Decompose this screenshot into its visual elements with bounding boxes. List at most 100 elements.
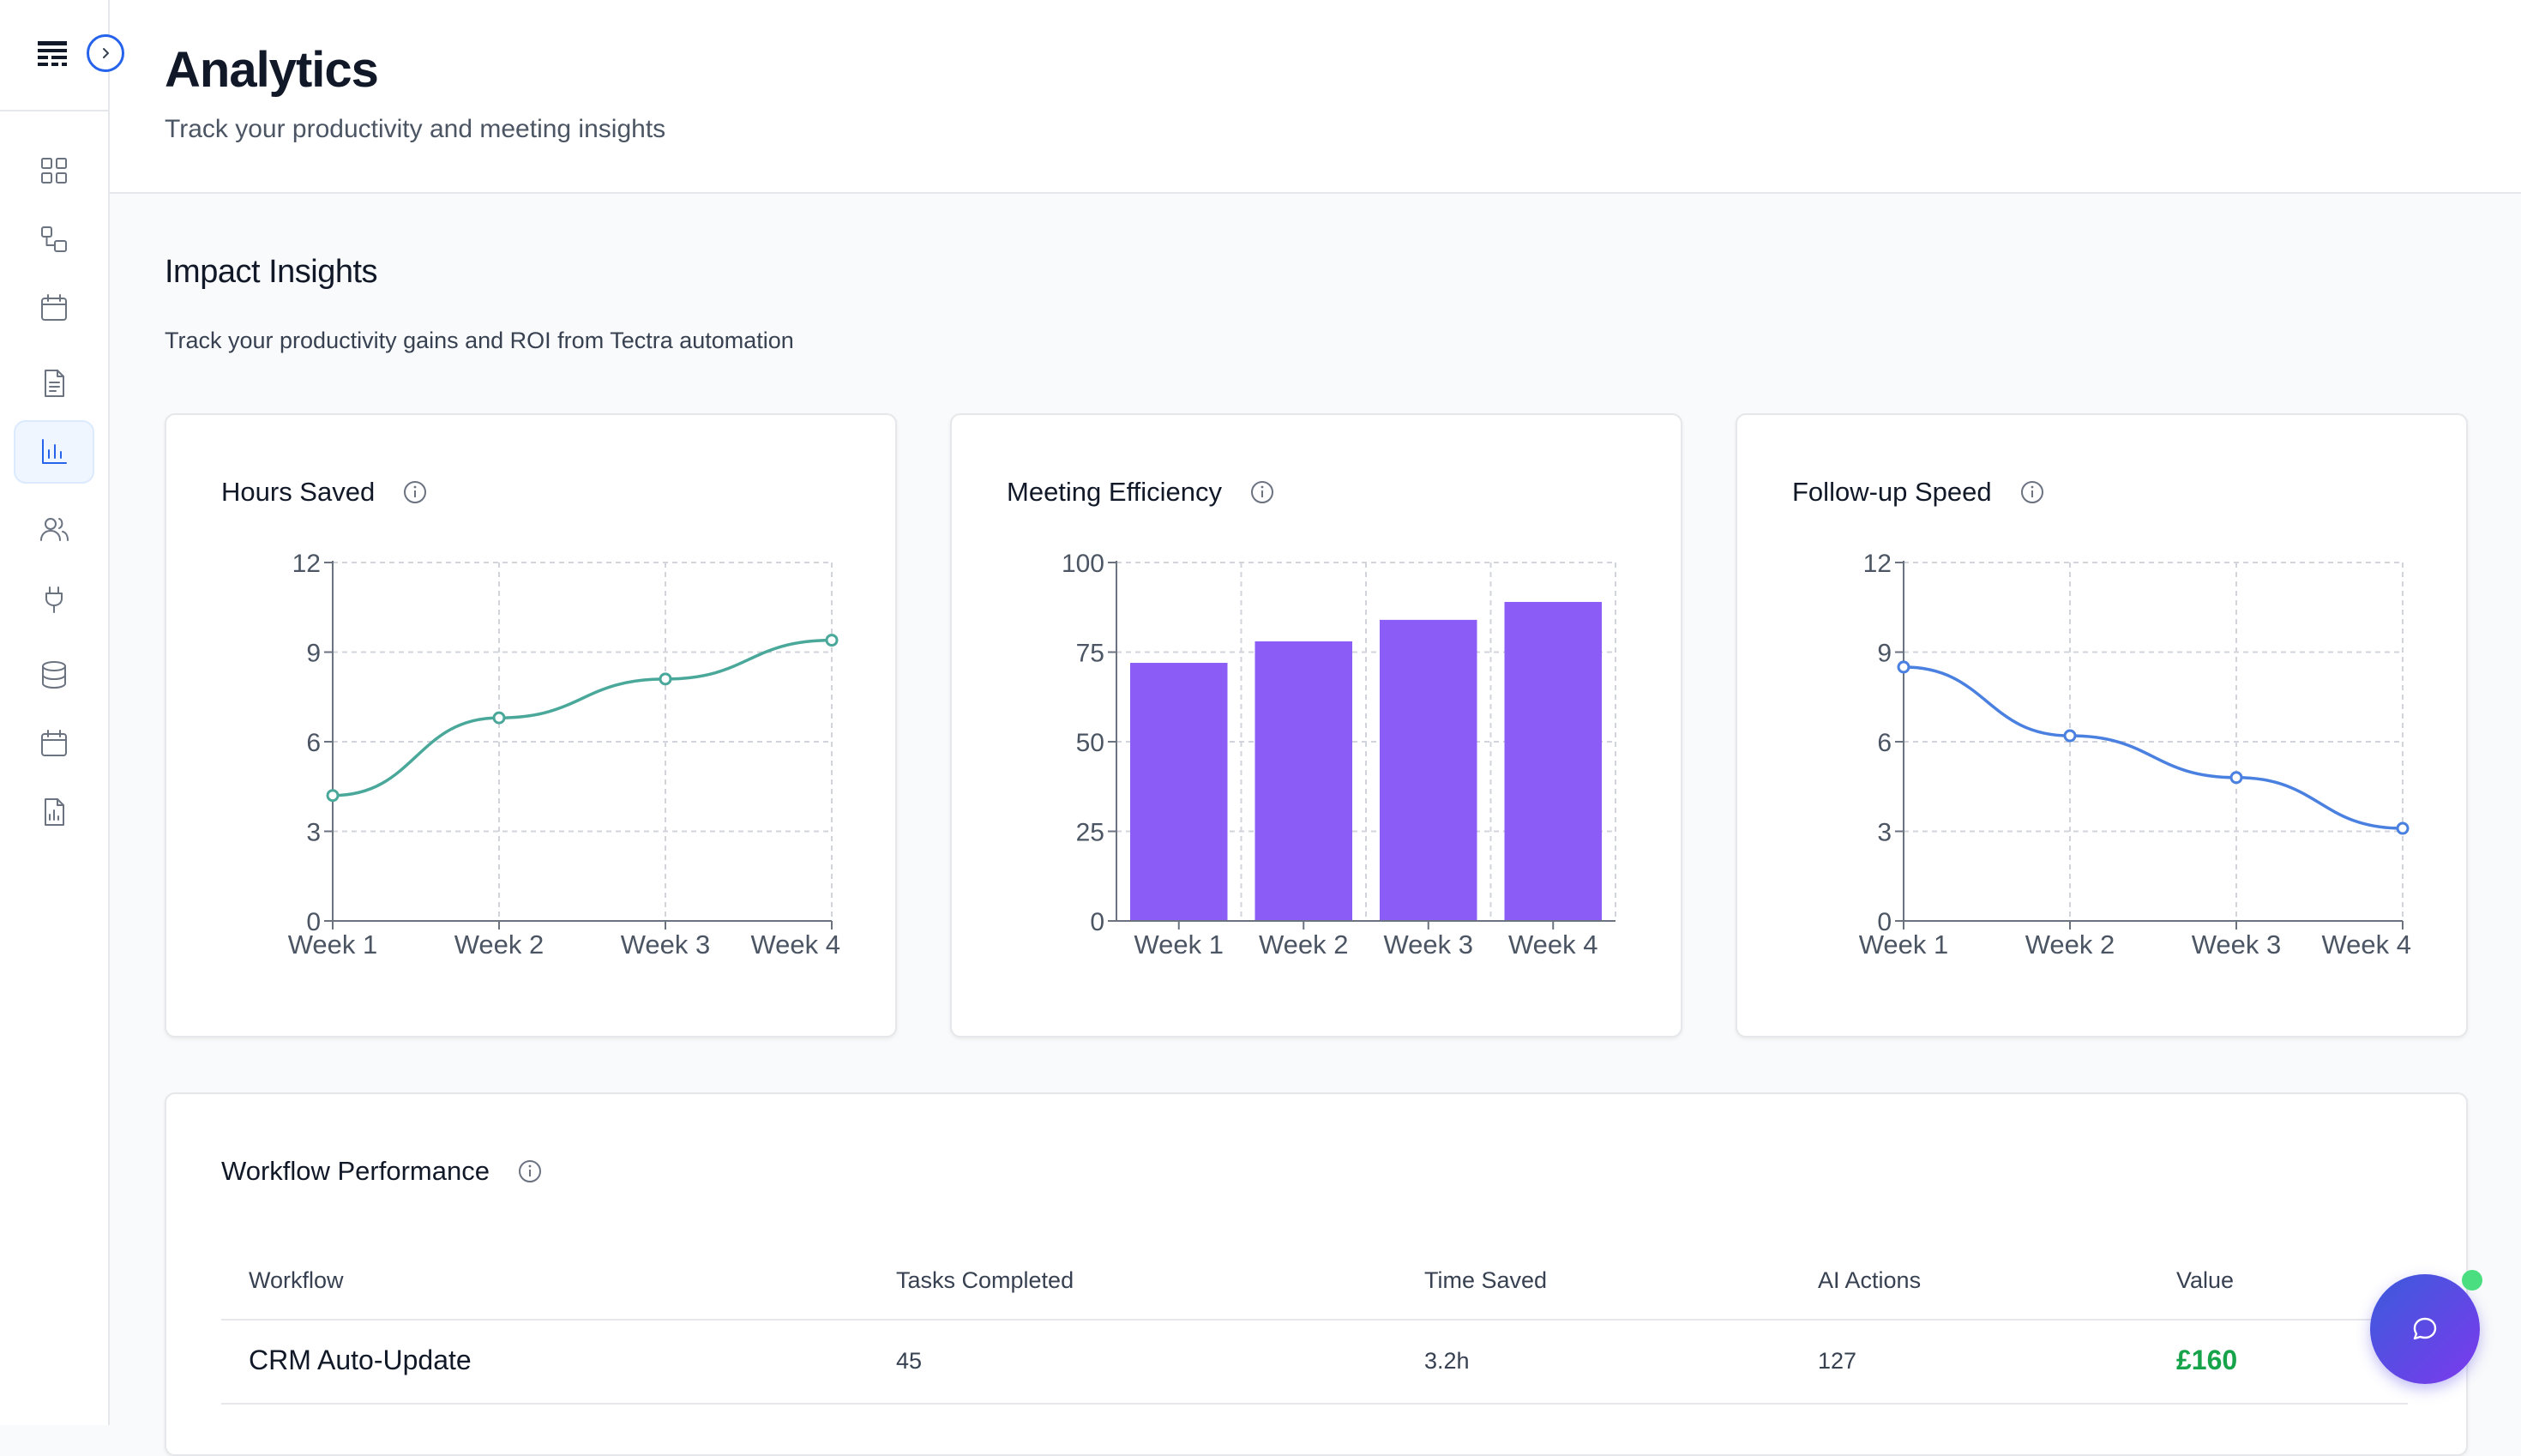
meeting-efficiency-chart: 0 25 50 75 100 Week 1 Week 2 Week 3 Week 4 (1062, 550, 1616, 960)
card-title: Meeting Efficiency (1007, 477, 1275, 508)
x-tick-label: Week 4 (1508, 930, 1598, 960)
x-tick-label: Week 2 (2025, 930, 2115, 960)
sidebar-header (0, 0, 108, 111)
sidebar-toggle-button[interactable] (87, 34, 124, 72)
card-title: Workflow Performance (221, 1156, 543, 1187)
info-icon[interactable] (2019, 479, 2045, 505)
y-tick-label: 12 (1863, 550, 1892, 578)
bar-week-4 (1504, 601, 1602, 921)
data-point-week-2 (2063, 729, 2077, 743)
data-point-week-2 (492, 711, 506, 725)
card-title-label: Workflow Performance (221, 1156, 490, 1186)
info-icon[interactable] (1249, 479, 1275, 505)
x-tick-label: Week 3 (2192, 930, 2282, 960)
hours-saved-card: Hours Saved 0 3 6 9 12 Week 1 Week 2 Week 3 Week… (165, 413, 897, 1038)
chat-button[interactable] (2370, 1274, 2480, 1384)
logo-icon (38, 41, 67, 66)
y-tick-label: 12 (292, 550, 321, 578)
column-header-workflow[interactable]: Workflow (249, 1267, 344, 1293)
online-status-dot (2462, 1270, 2482, 1291)
dashboard-icon (41, 158, 67, 184)
y-tick-label: 6 (1877, 729, 1892, 757)
time-saved: 3.2h (1424, 1348, 1470, 1374)
sidebar-item-users[interactable] (14, 497, 94, 561)
page-title: Analytics (165, 42, 379, 98)
follow-up-speed-chart: 0 3 6 9 12 Week 1 Week 2 Week 3 Week 4 (1859, 550, 2411, 960)
y-tick-label: 3 (1877, 819, 1892, 847)
y-tick-label: 0 (1877, 908, 1892, 936)
card-title-label: Follow-up Speed (1792, 477, 1992, 507)
card-title-label: Meeting Efficiency (1007, 477, 1222, 507)
data-point-week-1 (326, 789, 340, 803)
database-icon (42, 661, 66, 689)
data-point-week-3 (659, 672, 672, 686)
y-tick-label: 75 (1076, 640, 1104, 668)
x-tick-label: Week 2 (454, 930, 545, 960)
x-tick-label: Week 3 (1383, 930, 1473, 960)
card-title: Follow-up Speed (1792, 477, 2045, 508)
info-icon[interactable] (517, 1158, 543, 1184)
workflow-name: CRM Auto-Update (249, 1345, 472, 1375)
x-tick-label: Week 3 (621, 930, 711, 960)
section-subtitle: Track your productivity gains and ROI fr… (165, 328, 794, 353)
y-tick-label: 9 (306, 640, 321, 668)
column-header-time-saved[interactable]: Time Saved (1424, 1267, 1548, 1293)
sidebar-item-analytics[interactable] (14, 420, 94, 484)
data-point-week-3 (2229, 771, 2243, 785)
sidebar (0, 0, 110, 1425)
column-header-ai-actions[interactable]: AI Actions (1818, 1267, 1922, 1293)
data-point-week-4 (2396, 821, 2410, 835)
hours-saved-chart: 0 3 6 9 12 Week 1 Week 2 Week 3 Week 4 (288, 550, 840, 960)
y-tick-label: 50 (1076, 729, 1104, 757)
sidebar-item-report[interactable] (14, 780, 94, 844)
sidebar-item-plug[interactable] (14, 568, 94, 631)
y-tick-label: 0 (1090, 908, 1104, 936)
chevron-right-icon (103, 48, 109, 58)
sidebar-item-document[interactable] (14, 352, 94, 415)
table-divider (221, 1319, 2408, 1321)
sidebar-item-workflow[interactable] (14, 208, 94, 271)
bar-week-2 (1254, 641, 1352, 921)
info-icon[interactable] (402, 479, 428, 505)
analytics-icon (42, 439, 67, 464)
table-divider (221, 1403, 2408, 1405)
x-tick-label: Week 1 (1134, 930, 1224, 960)
x-tick-label: Week 4 (2321, 930, 2411, 960)
calendar-icon (41, 294, 67, 321)
tasks-completed: 45 (896, 1348, 923, 1374)
calendar-icon (41, 730, 67, 756)
bar-week-1 (1130, 663, 1228, 921)
x-tick-label: Week 1 (1859, 930, 1949, 960)
plug-icon (45, 587, 63, 613)
value: £160 (2176, 1345, 2238, 1375)
y-tick-label: 25 (1076, 819, 1104, 847)
bar-week-3 (1380, 619, 1477, 921)
workflow-icon (41, 226, 67, 252)
section-title: Impact Insights (165, 254, 378, 290)
meeting-efficiency-card: Meeting Efficiency 0 25 50 75 100 Week 1 Week … (950, 413, 1682, 1038)
sidebar-item-dashboard[interactable] (14, 139, 94, 202)
column-header-value[interactable]: Value (2176, 1267, 2235, 1293)
sidebar-item-calendar[interactable] (14, 712, 94, 775)
users-icon (40, 518, 69, 541)
chat-bubble-icon (2413, 1317, 2437, 1340)
page-header: Analytics Track your productivity and me… (110, 0, 2521, 194)
sidebar-item-database[interactable] (14, 643, 94, 707)
x-tick-label: Week 2 (1259, 930, 1349, 960)
document-icon (45, 370, 64, 397)
y-tick-label: 0 (306, 908, 321, 936)
sidebar-item-calendar[interactable] (14, 276, 94, 340)
series-line (1903, 665, 2404, 830)
ai-actions: 127 (1818, 1348, 1857, 1374)
y-tick-label: 6 (306, 729, 321, 757)
column-header-tasks-completed[interactable]: Tasks Completed (896, 1267, 1074, 1293)
data-point-week-1 (1897, 660, 1910, 674)
report-icon (45, 798, 64, 826)
data-point-week-4 (825, 634, 839, 647)
card-title-label: Hours Saved (221, 477, 376, 507)
y-tick-label: 3 (306, 819, 321, 847)
x-tick-label: Week 1 (288, 930, 378, 960)
card-title: Hours Saved (221, 477, 428, 508)
y-tick-label: 9 (1877, 640, 1892, 668)
y-tick-label: 100 (1062, 550, 1104, 578)
